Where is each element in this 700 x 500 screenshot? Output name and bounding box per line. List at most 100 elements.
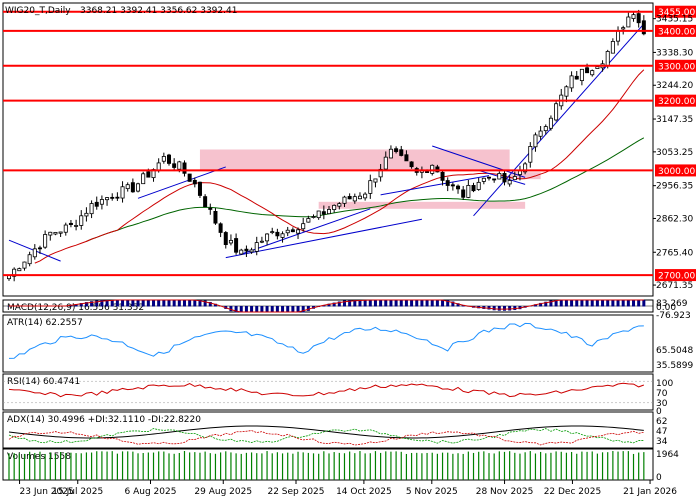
macd-bar xyxy=(564,300,568,307)
macd-bar xyxy=(95,300,99,307)
candle-body xyxy=(616,30,621,42)
macd-bar xyxy=(270,306,274,313)
indicator-label-3: ADX(14) 30.4996 +DI:32.1110 -DI:22.8220 xyxy=(7,415,201,425)
chart-ohlc: 3368.21 3392.41 3356.62 3392.41 xyxy=(80,6,237,16)
macd-bar xyxy=(601,300,605,307)
candle-body xyxy=(270,231,275,234)
candle-body xyxy=(347,196,352,200)
level-tag-0 xyxy=(655,5,696,18)
candle-body xyxy=(579,68,584,82)
macd-bar xyxy=(353,300,357,307)
candle-body xyxy=(136,183,141,192)
candle-body xyxy=(84,212,89,217)
macd-bar xyxy=(420,300,424,307)
x-label-7: 28 Nov 2025 xyxy=(476,487,534,497)
macd-bar xyxy=(430,300,434,307)
candle-body xyxy=(435,166,440,173)
adx-plus-di-line xyxy=(8,428,644,444)
macd-bar xyxy=(193,300,197,307)
candle-body xyxy=(631,14,636,19)
rsi-line xyxy=(8,382,645,398)
trend-line-5 xyxy=(473,23,645,217)
macd-bar xyxy=(389,300,393,307)
y-tick-label-3: 3147.35 xyxy=(656,115,693,125)
pane-frame-3 xyxy=(2,373,654,411)
pane-frame-2 xyxy=(2,314,654,373)
rsi-scale-1: 70 xyxy=(656,389,668,399)
macd-bar xyxy=(373,300,377,307)
macd-bar xyxy=(570,300,574,307)
macd-bar xyxy=(265,306,269,313)
chart-symbol: WIG20_T,Daily xyxy=(5,6,71,16)
y-tick-label-6: 2862.30 xyxy=(656,214,693,224)
macd-bar xyxy=(502,306,506,311)
candle-body xyxy=(94,201,99,207)
rsi-scale-3: 0 xyxy=(656,407,662,417)
candle-body xyxy=(378,168,383,178)
macd-bar xyxy=(136,300,140,307)
level-label-2: 3300.00 xyxy=(658,62,695,72)
indicator-label-2: RSI(14) 60.4741 xyxy=(7,377,80,387)
macd-bar xyxy=(286,306,290,313)
candle-body xyxy=(74,225,79,227)
macd-bar xyxy=(544,301,548,307)
candle-body xyxy=(507,180,512,185)
candle-body xyxy=(383,156,388,170)
trend-line-6 xyxy=(432,145,526,178)
candle-body xyxy=(492,178,497,181)
atr-scale-1: 35.5899 xyxy=(656,361,693,371)
rsi-scale-2: 30 xyxy=(656,399,668,409)
candle-body xyxy=(223,232,228,245)
macd-bar xyxy=(358,300,362,307)
candle-body xyxy=(497,173,502,180)
macd-bar xyxy=(363,300,367,307)
macd-bar xyxy=(508,306,512,311)
macd-bar xyxy=(513,306,517,311)
macd-bar xyxy=(368,300,372,307)
x-label-9: 21 Jan 2026 xyxy=(623,487,677,497)
macd-bar xyxy=(632,300,636,307)
candle-body xyxy=(296,229,301,234)
y-tick-label-7: 2765.40 xyxy=(656,248,693,258)
candle-body xyxy=(548,117,553,129)
candle-body xyxy=(37,247,42,250)
atr-scale-0: 65.5048 xyxy=(656,346,693,356)
level-tag-4 xyxy=(655,164,696,177)
level-label-0: 3455.00 xyxy=(658,8,695,18)
macd-bar xyxy=(296,306,300,313)
level-label-4: 3000.00 xyxy=(658,167,695,177)
candle-body xyxy=(280,233,285,238)
trend-line-1 xyxy=(137,166,226,199)
pane-frame-0 xyxy=(2,2,654,297)
candle-body xyxy=(254,242,259,252)
macd-bar xyxy=(626,300,630,307)
macd-bar xyxy=(637,300,641,307)
macd-bar xyxy=(595,300,599,307)
candle-body xyxy=(177,161,182,170)
macd-bar xyxy=(306,306,310,311)
macd-scale-1: 0.00 xyxy=(656,303,676,313)
candle-body xyxy=(636,13,641,24)
candle-body xyxy=(110,196,115,199)
macd-bar xyxy=(394,300,398,307)
macd-bar xyxy=(585,300,589,307)
candle-body xyxy=(543,126,548,132)
macd-bar xyxy=(152,300,156,307)
macd-bar xyxy=(332,302,336,307)
candle-body xyxy=(486,176,491,179)
candle-body xyxy=(203,196,208,208)
candle-body xyxy=(394,148,399,152)
macd-bar xyxy=(348,300,352,307)
macd-bar xyxy=(621,300,625,307)
candle-body xyxy=(197,181,202,196)
x-label-1: 15 Jul 2025 xyxy=(52,487,103,497)
y-tick-label-5: 2956.35 xyxy=(656,182,693,192)
adx-scale-1: 47 xyxy=(656,427,667,437)
zone-2 xyxy=(509,172,541,180)
candle-body xyxy=(595,66,600,69)
candle-body xyxy=(228,239,233,244)
macd-bar xyxy=(90,301,94,307)
candle-body xyxy=(316,210,321,219)
